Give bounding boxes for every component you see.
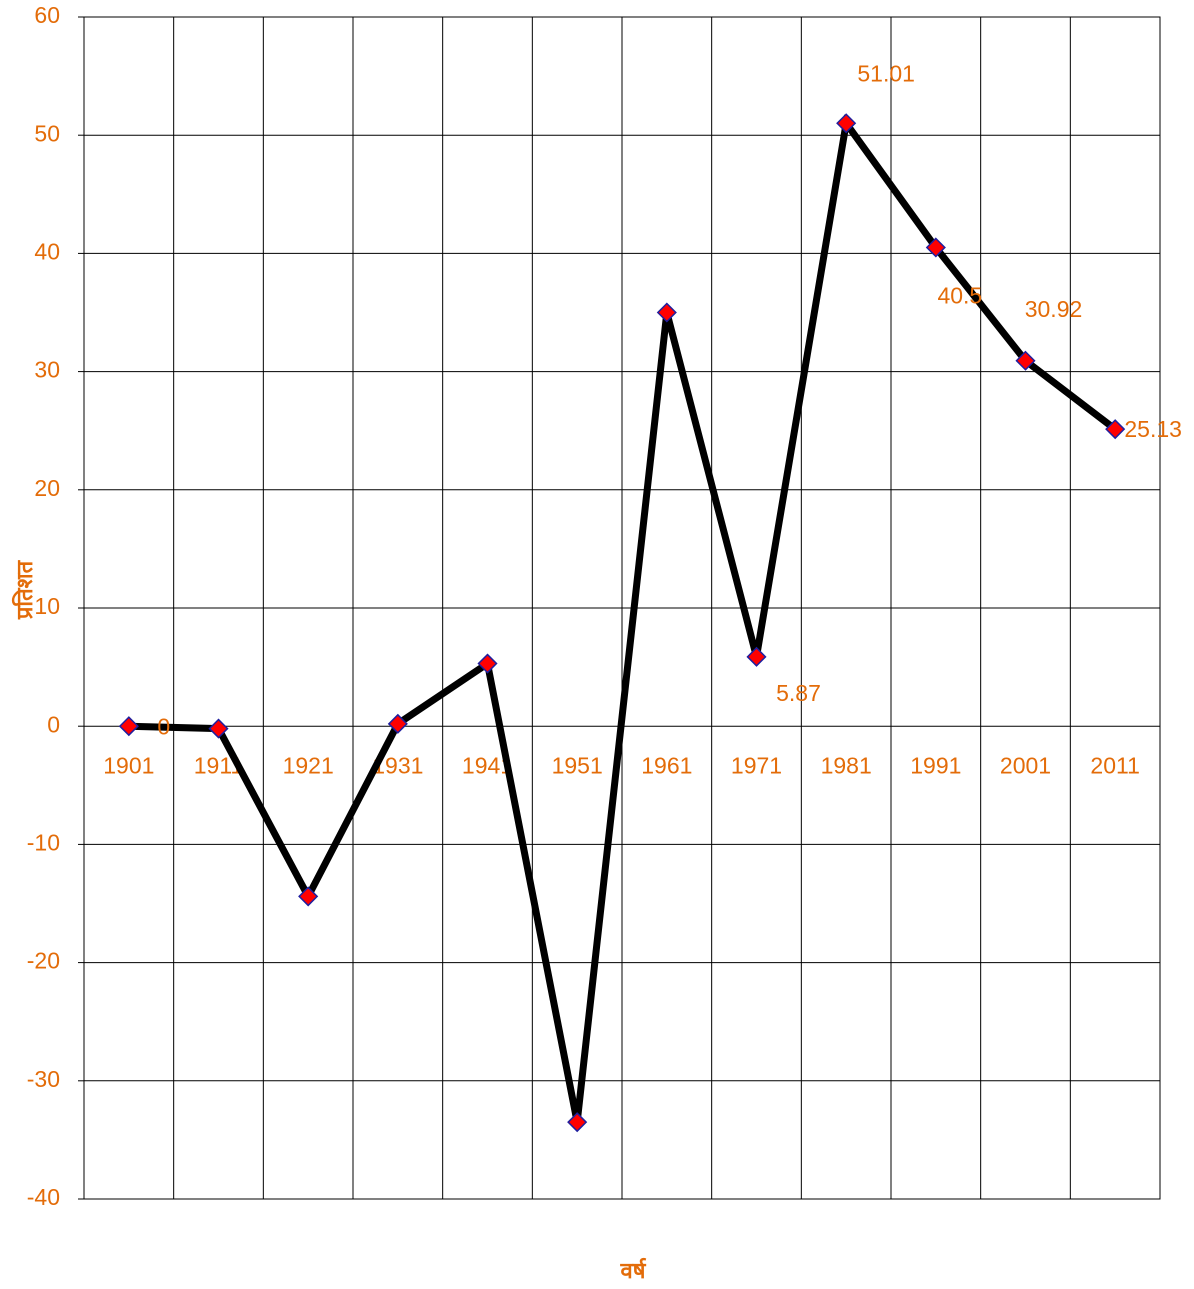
x-axis-title: वर्ष	[620, 1257, 647, 1283]
marker	[298, 886, 319, 907]
line	[128, 114, 1118, 1123]
x-tick-label: 2001	[1000, 752, 1051, 778]
marker	[387, 713, 408, 734]
y-tick-label: -30	[27, 1066, 60, 1092]
data-label: 0	[157, 713, 170, 739]
data-label: 25.13	[1124, 416, 1182, 442]
x-tick-label: 1901	[103, 752, 154, 778]
data-label: 40.5	[937, 283, 982, 309]
y-tick-label: -10	[27, 829, 60, 855]
x-tick-label: 1921	[283, 752, 334, 778]
x-tick-label: 1971	[731, 752, 782, 778]
y-tick-label: 40	[34, 238, 60, 264]
x-tick-label: 1961	[641, 752, 692, 778]
data-label: 51.01	[857, 60, 915, 86]
marker	[1015, 350, 1036, 371]
marker	[1105, 419, 1126, 440]
marker	[656, 302, 677, 323]
y-tick-label: 30	[34, 357, 60, 383]
marker	[567, 1112, 588, 1133]
x-tick-label: 1981	[821, 752, 872, 778]
data-label: 5.87	[776, 680, 821, 706]
y-tick-label: -20	[27, 948, 60, 974]
x-tick-label: 1991	[910, 752, 961, 778]
y-tick-label: 60	[34, 2, 60, 28]
marker	[836, 113, 857, 134]
marker	[118, 716, 139, 737]
x-tick-label: 1951	[552, 752, 603, 778]
data-label: 30.92	[1025, 296, 1083, 322]
y-tick-label: 0	[47, 711, 60, 737]
y-tick-label: 50	[34, 120, 60, 146]
y-tick-label: 10	[34, 593, 60, 619]
y-tick-label: -40	[27, 1184, 60, 1210]
marker	[208, 718, 229, 739]
marker	[477, 653, 498, 674]
x-tick-label: 2011	[1090, 752, 1139, 778]
marker	[925, 237, 946, 258]
y-tick-label: 20	[34, 475, 60, 501]
y-axis-title: प्रतिशत	[11, 559, 37, 620]
marker	[746, 646, 767, 667]
